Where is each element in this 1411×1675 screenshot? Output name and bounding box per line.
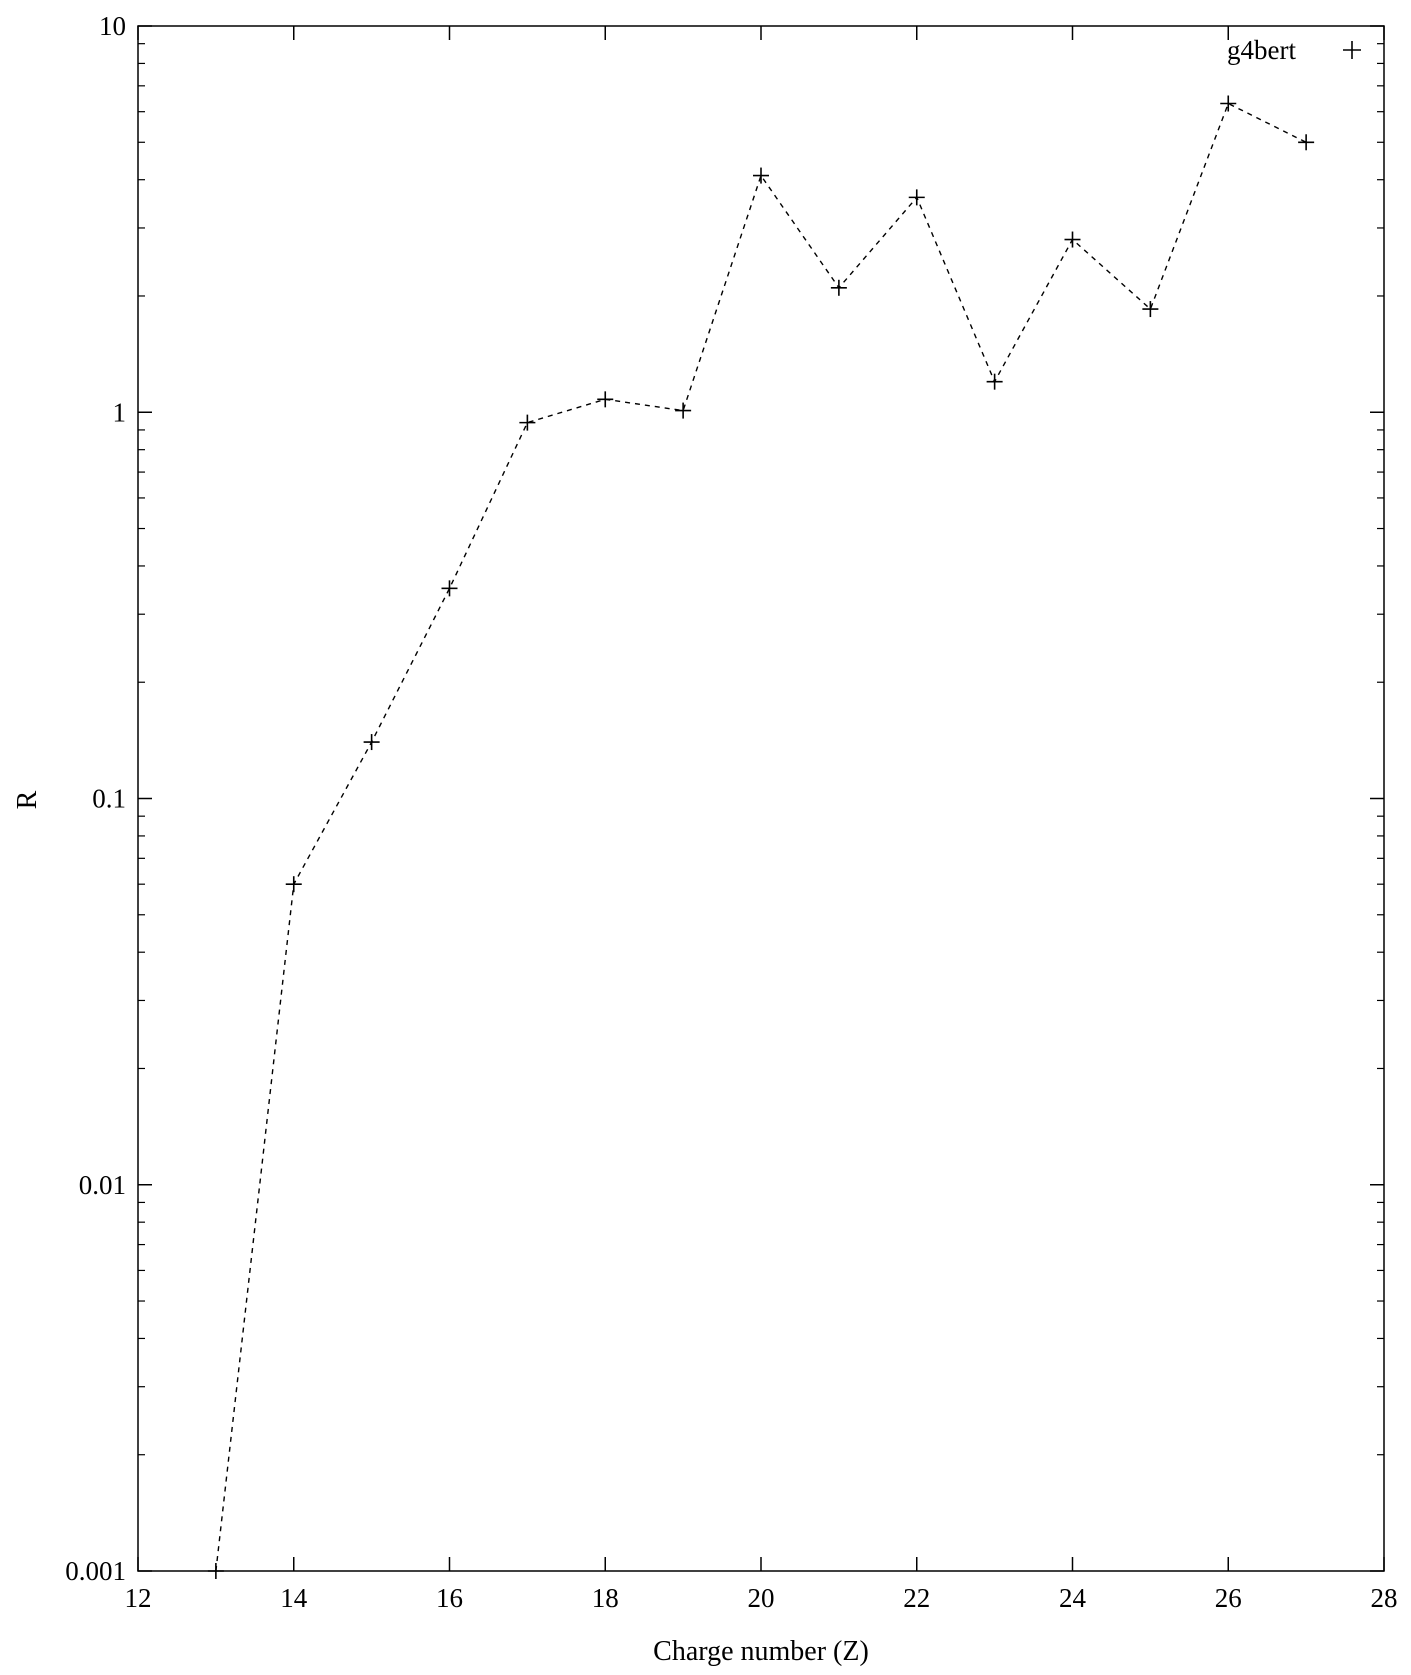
- y-tick-label: 1: [113, 397, 127, 427]
- series-line: [216, 104, 1306, 1572]
- legend-label: g4bert: [1227, 35, 1296, 65]
- x-tick-label: 14: [280, 1583, 308, 1613]
- x-tick-label: 24: [1059, 1583, 1087, 1613]
- data-point-marker: [208, 1563, 224, 1579]
- y-tick-label: 0.01: [79, 1170, 126, 1200]
- data-point-marker: [597, 391, 613, 407]
- legend: g4bert: [1227, 35, 1361, 65]
- x-tick-label: 26: [1215, 1583, 1242, 1613]
- x-tick-label: 16: [436, 1583, 463, 1613]
- data-point-marker: [675, 403, 691, 419]
- data-point-marker: [987, 374, 1003, 390]
- data-point-marker: [286, 876, 302, 892]
- x-axis-title: Charge number (Z): [653, 1636, 869, 1667]
- y-tick-label: 10: [99, 11, 126, 41]
- axis-ticks: [138, 26, 1384, 1571]
- legend-marker: [1343, 41, 1361, 59]
- y-tick-label: 0.1: [92, 784, 126, 814]
- plot-frame: [138, 26, 1384, 1571]
- axis-tick-labels: 12 14 16 18 20 22 24 26 28 0.001 0.01 0.1 1 10: [65, 11, 1397, 1613]
- data-point-marker: [442, 580, 458, 596]
- data-point-marker: [753, 168, 769, 184]
- data-point-marker: [1298, 134, 1314, 150]
- data-point-marker: [1220, 96, 1236, 112]
- x-tick-label: 18: [592, 1583, 619, 1613]
- x-tick-label: 20: [748, 1583, 775, 1613]
- y-tick-label: 0.001: [65, 1556, 126, 1586]
- x-tick-label: 28: [1371, 1583, 1398, 1613]
- series-layer: [208, 96, 1314, 1579]
- data-point-marker: [519, 415, 535, 431]
- y-axis-title: R: [12, 790, 43, 809]
- x-tick-label: 22: [903, 1583, 930, 1613]
- x-tick-label: 12: [125, 1583, 152, 1613]
- data-point-marker: [364, 734, 380, 750]
